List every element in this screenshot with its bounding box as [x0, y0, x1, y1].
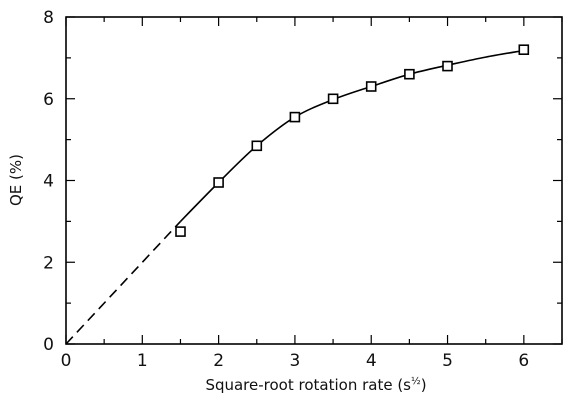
- plot-area: 0 1 2 3 4 5 6 0 2 4 6 8: [43, 8, 563, 371]
- y-tick-label: 6: [43, 90, 54, 110]
- fit-curve-solid: [179, 49, 524, 222]
- y-axis-label: QE (%): [7, 154, 25, 206]
- x-axis-label-end: ): [421, 376, 427, 394]
- x-tick-label: 2: [213, 351, 224, 371]
- y-tick-label: 0: [43, 335, 54, 355]
- plot-frame: [65, 16, 563, 345]
- fit-curve-dashed: [65, 220, 182, 345]
- x-tick-label: 6: [518, 351, 529, 371]
- y-tick-label: 2: [43, 253, 54, 273]
- data-point-marker: [251, 140, 263, 152]
- x-tick-label: 1: [137, 351, 148, 371]
- data-point-marker: [365, 81, 377, 92]
- x-tick-label: 4: [366, 351, 377, 371]
- y-tick-label: 8: [43, 8, 54, 28]
- data-point-marker: [175, 226, 186, 237]
- x-tick-label: 0: [61, 351, 72, 371]
- data-point-marker: [404, 68, 415, 80]
- y-tick-label: 4: [43, 172, 54, 192]
- x-tick-label: 3: [290, 351, 301, 371]
- data-point-marker: [289, 111, 301, 123]
- data-point-marker: [327, 93, 339, 105]
- data-point-marker: [518, 44, 530, 56]
- data-point-marker: [213, 177, 224, 188]
- data-point-marker: [442, 60, 453, 72]
- x-axis-label-superscript: ½: [411, 375, 421, 387]
- x-tick-label: 5: [442, 351, 453, 371]
- x-axis-label: Square-root rotation rate (s½): [205, 375, 426, 394]
- x-axis-label-main: Square-root rotation rate (s: [205, 376, 411, 394]
